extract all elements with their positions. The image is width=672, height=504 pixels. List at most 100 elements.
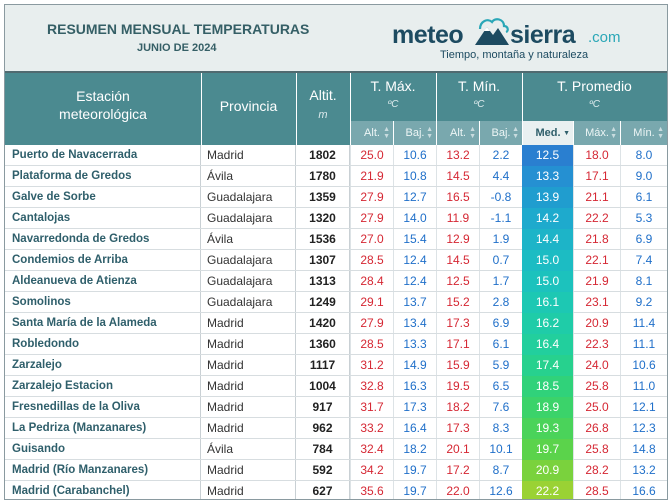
value-tmax-alt: 33.2 [350,418,393,438]
station-name: Galve de Sorbe [5,187,201,207]
value-max: 28.5 [573,481,620,499]
value-tmin-alt: 15.2 [436,292,479,312]
value-max: 22.1 [573,250,620,270]
logo-tagline: Tiempo, montaña y naturaleza [440,49,589,61]
altitude-value: 1536 [296,229,350,249]
logo-com-text: .com [588,29,621,46]
value-tmin-alt: 11.9 [436,208,479,228]
group-header-tmax-unit: ºC [387,99,399,110]
value-min: 14.8 [620,439,667,459]
subcol-tavg-med[interactable]: Med. ▼ [522,121,573,145]
value-tmax-baj: 12.4 [393,250,436,270]
value-tmin-baj: -1.1 [479,208,522,228]
value-max: 21.9 [573,271,620,291]
table-row: Madrid (Río Manzanares) Madrid 592 34.2 19.7… [5,460,667,481]
value-tmax-alt: 27.9 [350,313,393,333]
table-row: Guisando Ávila 784 32.4 18.2 20.1 10.1 19.7 25.8… [5,439,667,460]
table-row: Santa María de la Alameda Madrid 1420 27.9 1… [5,313,667,334]
value-tmin-baj: 0.7 [479,250,522,270]
group-header-tavg: T. Promedio [557,78,632,94]
group-header-tmin-unit: ºC [473,99,485,110]
value-med: 14.4 [522,229,573,250]
value-tmin-alt: 14.5 [436,250,479,270]
value-tmin-baj: 1.7 [479,271,522,291]
subcol-tavg-min[interactable]: Mín. ▲ ▼ [620,121,667,145]
value-tmin-alt: 17.3 [436,418,479,438]
value-min: 12.1 [620,397,667,417]
value-tmin-alt: 12.5 [436,271,479,291]
value-med: 16.2 [522,313,573,334]
subcol-tmax-baj[interactable]: Baj. ▲ ▼ [393,121,436,145]
altitude-value: 1307 [296,250,350,270]
value-med: 13.9 [522,187,573,208]
station-name: Fresnedillas de la Oliva [5,397,201,417]
value-max: 25.8 [573,439,620,459]
report-subtitle: JUNIO DE 2024 [137,42,217,54]
value-tmax-baj: 13.3 [393,334,436,354]
station-name: La Pedriza (Manzanares) [5,418,201,438]
province-name: Madrid [201,397,296,417]
altitude-value: 1359 [296,187,350,207]
column-header-province[interactable]: Provincia [219,98,278,114]
value-tmax-baj: 18.2 [393,439,436,459]
province-name: Madrid [201,376,296,396]
value-max: 20.9 [573,313,620,333]
altitude-value: 1117 [296,355,350,375]
sort-icon: ▲ ▼ [469,126,476,140]
table-row: Plataforma de Gredos Ávila 1780 21.9 10.8 14.… [5,166,667,187]
value-med: 18.5 [522,376,573,397]
altitude-value: 1249 [296,292,350,312]
province-name: Guadalajara [201,250,296,270]
value-tmax-alt: 32.4 [350,439,393,459]
value-tmax-baj: 14.0 [393,208,436,228]
station-name: Madrid (Río Manzanares) [5,460,201,480]
subcol-tmin-alt[interactable]: Alt. ▲ ▼ [436,121,479,145]
subcol-tmax-alt[interactable]: Alt. ▲ ▼ [350,121,393,145]
table-row: Condemios de Arriba Guadalajara 1307 28.5 12… [5,250,667,271]
station-name: Puerto de Navacerrada [5,145,201,165]
value-med: 15.0 [522,271,573,292]
altitude-value: 1360 [296,334,350,354]
altitude-value: 1320 [296,208,350,228]
altitude-value: 592 [296,460,350,480]
value-tmax-baj: 17.3 [393,397,436,417]
station-name: Cantalojas [5,208,201,228]
value-tmax-baj: 16.4 [393,418,436,438]
altitude-value: 1780 [296,166,350,186]
province-name: Ávila [201,439,296,459]
value-tmin-alt: 14.5 [436,166,479,186]
table-row: Cantalojas Guadalajara 1320 27.9 14.0 11.9 -1.… [5,208,667,229]
value-max: 22.3 [573,334,620,354]
value-tmin-baj: 1.9 [479,229,522,249]
subcol-tavg-max[interactable]: Máx. ▲ ▼ [573,121,620,145]
value-tmax-alt: 21.9 [350,166,393,186]
value-med: 18.9 [522,397,573,418]
value-tmax-baj: 15.4 [393,229,436,249]
value-max: 26.8 [573,418,620,438]
mountain-cloud-icon [475,18,509,45]
value-min: 9.0 [620,166,667,186]
value-tmax-alt: 34.2 [350,460,393,480]
sort-icon: ▲ ▼ [426,126,433,140]
value-tmin-baj: -0.8 [479,187,522,207]
province-name: Ávila [201,166,296,186]
station-name: Santa María de la Alameda [5,313,201,333]
station-name: Zarzalejo Estacion [5,376,201,396]
table-row: Navarredonda de Gredos Ávila 1536 27.0 15.4 1… [5,229,667,250]
value-tmin-baj: 5.9 [479,355,522,375]
value-tmin-alt: 22.0 [436,481,479,499]
province-name: Madrid [201,355,296,375]
column-header-altitude[interactable]: Altit. [309,87,337,103]
value-tmax-alt: 27.9 [350,208,393,228]
table-row: Aldeanueva de Atienza Guadalajara 1313 28.4… [5,271,667,292]
table-row: Galve de Sorbe Guadalajara 1359 27.9 12.7 16.… [5,187,667,208]
province-name: Guadalajara [201,208,296,228]
table-header: Estación meteorológica Provincia Altit. … [5,73,667,145]
altitude-value: 627 [296,481,350,499]
column-header-station[interactable]: Estación meteorológica [59,88,147,122]
value-max: 17.1 [573,166,620,186]
altitude-value: 1420 [296,313,350,333]
subcol-tmin-baj[interactable]: Baj. ▲ ▼ [479,121,522,145]
altitude-value: 917 [296,397,350,417]
value-tmin-baj: 12.6 [479,481,522,499]
